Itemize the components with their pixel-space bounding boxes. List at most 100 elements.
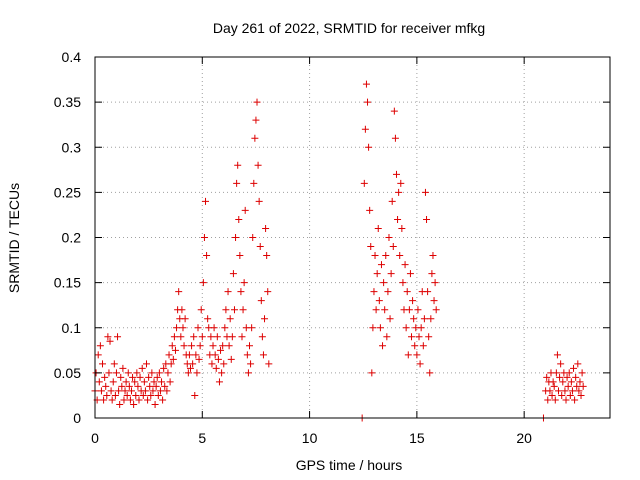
data-point [195, 355, 203, 363]
data-point [567, 378, 575, 386]
data-point [238, 333, 246, 341]
data-point [390, 107, 398, 115]
data-point [212, 364, 220, 372]
data-point [210, 324, 218, 332]
data-point [391, 134, 399, 142]
data-point [252, 116, 260, 124]
data-point [181, 315, 189, 323]
data-point [247, 360, 255, 368]
y-tick-label: 0.25 [54, 184, 81, 200]
data-point [553, 351, 561, 359]
data-point [265, 360, 273, 368]
data-point [226, 315, 234, 323]
data-point [229, 270, 237, 278]
y-axis-label: SRMTID / TECUs [6, 183, 22, 293]
data-point [240, 279, 248, 287]
data-point [186, 364, 194, 372]
data-point [154, 391, 162, 399]
data-point [360, 179, 368, 187]
x-axis-label: GPS time / hours [296, 457, 403, 473]
data-point [161, 382, 169, 390]
x-tick-label: 10 [302, 430, 318, 446]
y-tick-label: 0.05 [54, 365, 81, 381]
data-point [207, 333, 215, 341]
data-point [565, 369, 573, 377]
data-point [155, 369, 163, 377]
data-point [132, 391, 140, 399]
data-point [115, 387, 123, 395]
data-point [397, 179, 405, 187]
data-point [376, 324, 384, 332]
data-point [392, 170, 400, 178]
data-point [163, 387, 171, 395]
data-point [94, 351, 102, 359]
data-point [139, 391, 147, 399]
data-point [259, 351, 267, 359]
data-point [561, 387, 569, 395]
data-point [197, 306, 205, 314]
data-point [430, 297, 438, 305]
data-point [200, 234, 208, 241]
data-point [375, 297, 383, 305]
data-point [552, 369, 560, 377]
y-tick-label: 0.3 [62, 139, 82, 155]
data-point [249, 234, 257, 241]
data-point [406, 270, 414, 278]
data-point [235, 215, 243, 223]
data-point [150, 378, 158, 386]
data-point [122, 378, 130, 386]
data-point [385, 234, 393, 241]
data-point [371, 252, 379, 260]
data-point [257, 297, 265, 305]
data-point [135, 396, 143, 404]
data-point [399, 279, 407, 287]
data-point [403, 288, 411, 296]
data-point [379, 342, 387, 350]
data-point [179, 324, 187, 332]
data-point [248, 324, 256, 332]
data-point [185, 351, 193, 359]
data-point [196, 342, 204, 350]
data-point [228, 333, 236, 341]
data-point [573, 382, 581, 390]
data-point [570, 364, 578, 372]
data-point [194, 324, 202, 332]
data-point [431, 279, 439, 287]
data-point [165, 351, 173, 359]
data-point [409, 297, 417, 305]
data-point [168, 342, 176, 350]
data-point [149, 387, 157, 395]
data-point [159, 396, 167, 404]
data-point [114, 333, 122, 341]
data-point [198, 333, 206, 341]
data-point [170, 333, 178, 341]
data-point [227, 355, 235, 363]
data-point [138, 364, 146, 372]
data-point [106, 337, 114, 345]
data-point [145, 373, 153, 381]
data-point [255, 197, 263, 205]
data-point [401, 261, 409, 269]
data-point [428, 270, 436, 278]
data-point [126, 396, 134, 404]
data-point [382, 252, 390, 260]
data-point [148, 369, 156, 377]
data-point [147, 391, 155, 399]
data-point [130, 400, 138, 408]
data-point [112, 369, 120, 377]
data-point [263, 252, 271, 260]
data-point [544, 396, 552, 404]
data-point [204, 315, 212, 323]
data-point [380, 279, 388, 287]
data-point [118, 382, 126, 390]
data-point [563, 373, 571, 381]
data-point [219, 342, 227, 350]
data-point [577, 391, 585, 399]
data-point [396, 252, 404, 260]
data-point [389, 243, 397, 251]
data-point [366, 206, 374, 214]
x-tick-label: 5 [198, 430, 206, 446]
data-point [180, 342, 188, 350]
data-point [233, 179, 241, 187]
data-point [417, 324, 425, 332]
